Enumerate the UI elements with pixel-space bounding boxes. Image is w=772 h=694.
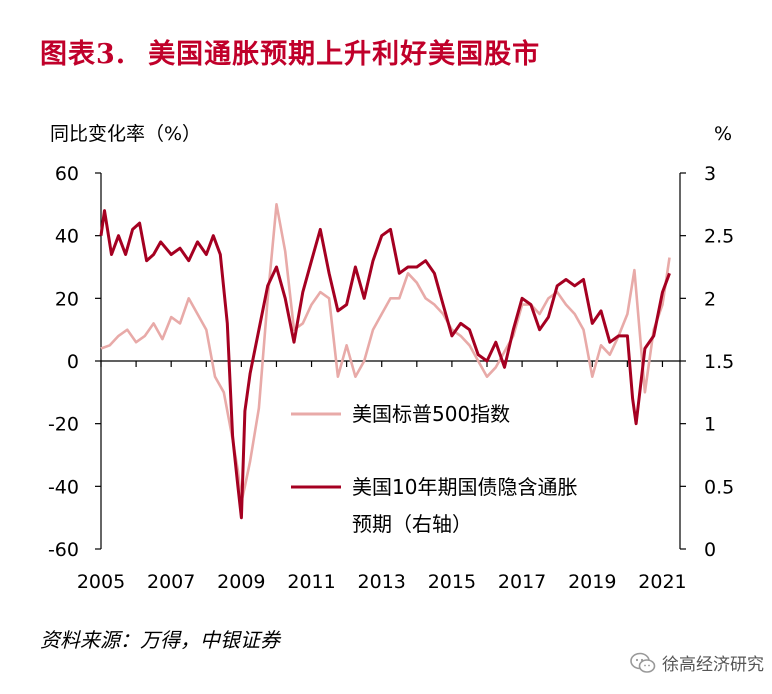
left-tick-label: 20 bbox=[55, 288, 79, 310]
legend-label-sp500: 美国标普500指数 bbox=[352, 402, 510, 426]
left-tick-label: 40 bbox=[55, 226, 79, 248]
right-tick-label: 0.5 bbox=[704, 476, 734, 498]
figure-title-text: 美国通胀预期上升利好美国股市 bbox=[148, 39, 541, 70]
chart-series bbox=[99, 203, 671, 520]
left-tick-label: 0 bbox=[67, 351, 79, 373]
legend-label-breakeven-cont: 预期（右轴） bbox=[352, 512, 472, 536]
series-line-breakeven bbox=[99, 209, 671, 520]
x-tick-label: 2013 bbox=[358, 571, 406, 593]
legend-label-breakeven: 美国10年期国债隐含通胀 bbox=[352, 475, 577, 499]
watermark: 徐高经济研究 bbox=[630, 650, 764, 675]
figure-title: 图表3. 美国通胀预期上升利好美国股市 bbox=[40, 32, 540, 71]
x-tick-label: 2019 bbox=[568, 571, 616, 593]
x-tick-label: 2007 bbox=[147, 571, 195, 593]
x-tick-label: 2021 bbox=[638, 571, 686, 593]
right-tick-label: 2 bbox=[704, 288, 716, 310]
watermark-text: 徐高经济研究 bbox=[662, 655, 764, 675]
right-tick-label: 1 bbox=[704, 414, 716, 436]
left-tick-label: -40 bbox=[48, 476, 79, 498]
figure-label: 图表3. bbox=[40, 39, 127, 70]
left-tick-label: 60 bbox=[55, 163, 79, 185]
right-axis-title: % bbox=[714, 123, 732, 145]
x-tick-label: 2015 bbox=[428, 571, 476, 593]
right-tick-label: 0 bbox=[704, 539, 716, 561]
left-axis-title: 同比变化率（%） bbox=[50, 123, 201, 145]
x-tick-label: 2011 bbox=[287, 571, 335, 593]
left-tick-label: -60 bbox=[48, 539, 79, 561]
left-tick-label: -20 bbox=[48, 414, 79, 436]
x-tick-label: 2009 bbox=[217, 571, 265, 593]
right-tick-label: 1.5 bbox=[704, 351, 734, 373]
x-tick-label: 2017 bbox=[498, 571, 546, 593]
source-note: 资料来源：万得，中银证券 bbox=[40, 628, 280, 652]
right-tick-label: 2.5 bbox=[704, 226, 734, 248]
wechat-icon bbox=[630, 652, 656, 673]
right-tick-label: 3 bbox=[704, 163, 716, 185]
x-tick-label: 2005 bbox=[77, 571, 125, 593]
chart-labels: 60 40 20 0 -20 -40 -60 3 2.5 2 1.5 1 0.5 0 2005 2007 200… bbox=[48, 123, 734, 593]
series-line-sp500 bbox=[100, 203, 671, 504]
